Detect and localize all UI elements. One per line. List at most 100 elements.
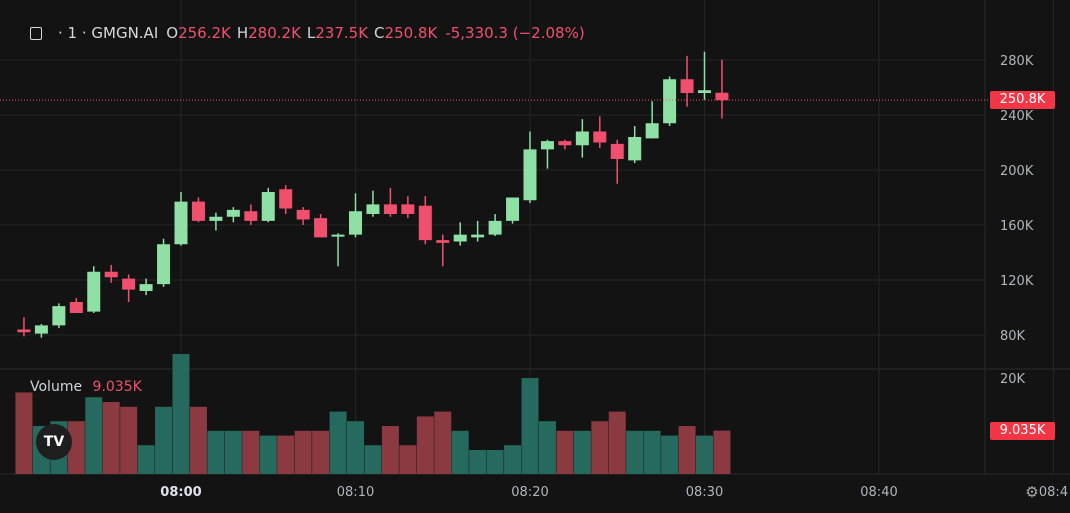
volume-bar [469,450,487,474]
candle [314,214,328,238]
time-tick-label: 08:30 [686,485,723,500]
candle-body [244,211,258,221]
volume-bar [451,430,469,474]
candle-body [383,204,397,214]
candle [488,214,502,236]
volume-bar [259,435,277,474]
candle-body [540,141,554,150]
candle [540,139,554,169]
time-axis: 08:00 08:10 08:20 08:30 08:40 08:4 [160,485,1068,500]
candle [506,197,520,224]
volume-bar [434,411,452,474]
candle [226,207,240,223]
candle [69,297,83,313]
candle [610,139,624,184]
candle [261,187,275,223]
candle [471,220,485,242]
candle-body [331,234,345,237]
tradingview-logo[interactable]: TV [36,424,72,460]
volume-bar [626,430,644,474]
candle [645,101,659,139]
candle-body [366,204,380,214]
candle-body [436,240,450,243]
candle [558,139,572,150]
candle-body [645,123,659,139]
volume-bar [277,435,295,474]
volume-bar [347,421,364,474]
volume-bar [120,406,138,474]
candle-body [174,201,188,245]
time-tick-label: 08:10 [337,485,374,500]
symbol-label[interactable]: · 1 · GMGN.AI [58,24,159,42]
candle [628,126,642,164]
gear-icon[interactable]: ⚙ [1025,483,1039,501]
candle [575,119,589,158]
candle-body [17,329,31,333]
candle-body [104,271,118,278]
candle [523,131,537,203]
candle [139,278,153,296]
candle [663,76,677,126]
volume-bar [643,430,661,474]
volume-bar [556,430,574,474]
volume-bar [486,450,504,474]
candle [383,187,397,217]
candle-body [139,284,153,291]
candle [17,317,31,337]
volume-bar [504,445,522,474]
volume-bar [15,392,33,474]
price-tick-label: 280K [1000,54,1034,69]
volume-bar [67,421,85,474]
candle-body [453,234,467,242]
candle-body [87,271,101,312]
volume-bar [678,426,696,474]
square-icon[interactable] [30,26,42,40]
candle [436,234,450,267]
volume-bar [538,421,556,474]
last-volume-badge: 9.035K [990,422,1055,440]
price-tick-label: 120K [1000,274,1034,289]
candle [698,51,711,100]
volume-bar [399,445,417,474]
candle-body [261,192,275,221]
candle-body [715,92,729,101]
candle-body [226,209,240,217]
candle-body [628,137,642,161]
volume-tick-label: 20K [1000,372,1026,387]
candle [418,196,432,245]
candle-body [69,302,83,313]
volume-bar [137,445,155,474]
volume-bar [416,416,434,474]
candle [104,264,118,283]
candle-body [558,141,572,146]
last-price-badge: 250.8K [990,91,1055,109]
volume-bar [312,430,330,474]
ohlc-label: C [374,24,385,42]
candle-body [471,234,485,238]
ohlc-value: 250.8K [384,24,438,42]
volume-bar [591,421,609,474]
volume-bar [521,378,539,474]
candle-body [680,79,694,93]
time-tick-label: 08:20 [511,485,548,500]
ohlc-label: O [166,24,179,42]
ohlc-label: H [236,24,249,42]
candle [122,274,136,302]
candle [593,116,607,148]
candle-body [279,189,293,209]
ohlc-value: 237.5K [315,24,369,42]
candle-body [610,143,624,159]
volume-bar [294,430,312,474]
candle [34,324,48,338]
candle [174,192,188,246]
chart-legend: · 1 · GMGN.AI O256.2K H280.2K L237.5K C250.… [30,24,585,42]
candle-body [575,131,589,146]
candle [453,222,467,246]
volume-bar [85,397,103,474]
volume-bar [242,430,260,474]
candle-body [698,90,711,93]
candle-body [663,79,677,124]
candle-body [593,131,607,143]
ohlc-value: 280.2K [248,24,301,42]
